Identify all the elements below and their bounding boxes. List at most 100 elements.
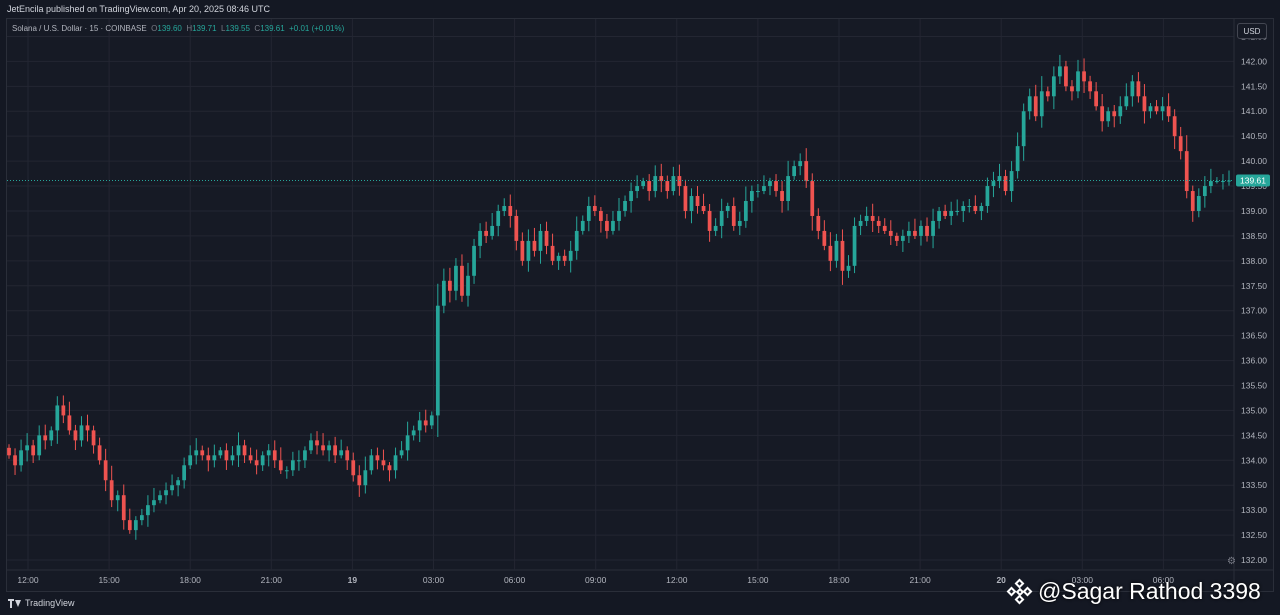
candle-body	[907, 230, 911, 236]
candle-body	[490, 225, 495, 236]
y-tick-label: 134.00	[1241, 455, 1267, 465]
candle-body	[580, 220, 585, 231]
candle-body	[1215, 181, 1219, 183]
candle-body	[79, 425, 84, 441]
y-tick-label: 134.50	[1241, 430, 1267, 440]
candle-body	[200, 450, 205, 456]
candle-body	[139, 515, 144, 521]
y-tick-label: 138.00	[1241, 256, 1267, 266]
y-tick-label: 140.50	[1241, 131, 1267, 141]
x-tick-label: 15:00	[98, 575, 120, 585]
candle-body	[339, 450, 344, 456]
change-value: +0.01 (+0.01%)	[289, 24, 345, 33]
candle-body	[810, 181, 815, 216]
candle-body	[1124, 96, 1129, 107]
candle-body	[605, 220, 609, 231]
candle-body	[671, 176, 676, 192]
candle-body	[321, 445, 325, 451]
candle-body	[1088, 81, 1092, 92]
watermark: @Sagar Rathod 3398	[1006, 578, 1261, 605]
candle-body	[363, 470, 368, 486]
candle-body	[707, 210, 712, 231]
chart-panel[interactable]	[6, 18, 1274, 592]
candle-body	[272, 450, 277, 461]
candle-body	[834, 240, 839, 261]
candle-body	[115, 495, 120, 501]
y-tick-label: 135.50	[1241, 381, 1267, 391]
candle-body	[1196, 196, 1201, 211]
candle-body	[1033, 96, 1038, 117]
low-label: L	[221, 24, 226, 33]
candle-body	[719, 210, 724, 226]
x-tick-label: 18:00	[828, 575, 850, 585]
last-price-label: 139.61	[1240, 176, 1266, 186]
candle-body	[369, 455, 374, 471]
candle-body	[466, 275, 470, 296]
candle-body	[1064, 66, 1068, 87]
candle-body	[701, 205, 706, 211]
candle-body	[768, 181, 772, 187]
candle-body	[393, 455, 398, 471]
candle-body	[550, 245, 555, 261]
y-tick-label: 140.00	[1241, 156, 1267, 166]
high-label: H	[186, 24, 193, 33]
candle-body	[870, 215, 875, 221]
candle-body	[266, 450, 271, 456]
candle-body	[1015, 146, 1020, 172]
x-tick-label: 21:00	[909, 575, 931, 585]
candle-body	[568, 250, 573, 261]
candle-body	[1094, 91, 1099, 107]
x-tick-label: 20	[996, 575, 1006, 585]
candle-body	[423, 420, 428, 426]
candle-body	[858, 220, 863, 226]
candle-body	[146, 505, 150, 516]
candle-body	[1202, 186, 1207, 197]
candle-body	[13, 455, 17, 466]
candle-body	[695, 196, 700, 206]
candle-body	[961, 205, 966, 211]
candle-body	[1160, 106, 1165, 112]
candle-body	[61, 405, 66, 416]
candle-body	[472, 245, 476, 276]
candle-body	[260, 455, 265, 466]
binance-logo-icon	[1006, 578, 1033, 604]
y-tick-label: 137.00	[1241, 306, 1267, 316]
currency-button[interactable]: USD	[1237, 23, 1267, 39]
gear-icon[interactable]: ⚙	[1227, 556, 1236, 567]
candle-body	[882, 225, 887, 231]
candle-body	[1154, 106, 1159, 112]
candle-body	[1051, 76, 1056, 97]
candle-body	[381, 460, 386, 466]
candle-body	[254, 460, 259, 466]
candle-body	[375, 455, 380, 461]
candle-body	[937, 210, 941, 221]
candle-body	[182, 465, 187, 481]
candle-body	[67, 415, 72, 431]
candle-body	[689, 196, 694, 211]
symbol-legend: Solana / U.S. Dollar · 15 · COINBASE O13…	[12, 24, 344, 33]
tradingview-brand[interactable]: TradingView	[8, 598, 75, 608]
candle-body	[786, 176, 790, 202]
candle-body	[653, 176, 658, 192]
y-tick-label: 141.00	[1241, 106, 1267, 116]
candle-body	[925, 225, 929, 236]
candle-body	[164, 490, 168, 496]
candle-body	[985, 186, 990, 206]
candle-body	[888, 230, 893, 236]
symbol-name: Solana / U.S. Dollar · 15 · COINBASE	[12, 24, 147, 33]
y-tick-label: 135.00	[1241, 405, 1267, 415]
candle-body	[194, 450, 199, 456]
candle-body	[647, 181, 652, 192]
candle-body	[876, 220, 881, 226]
candle-body	[955, 210, 960, 212]
candle-body	[967, 205, 972, 207]
candle-body	[37, 435, 42, 456]
candle-body	[900, 235, 905, 241]
candle-body	[556, 255, 561, 261]
candle-body	[592, 205, 597, 211]
candle-body	[852, 225, 857, 266]
candle-body	[1082, 71, 1086, 82]
candle-body	[127, 520, 132, 531]
candle-body	[520, 240, 525, 261]
